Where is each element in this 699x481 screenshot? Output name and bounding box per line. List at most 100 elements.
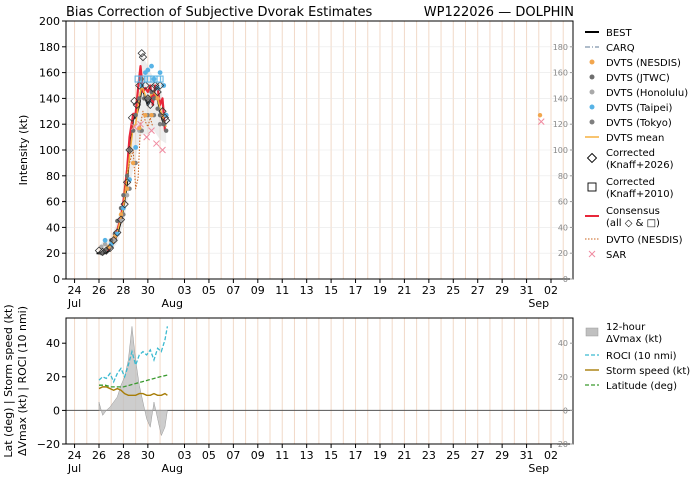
right-tick-label: 20: [558, 249, 568, 258]
bottom-right-tick-label: 40: [558, 339, 568, 348]
legend-entry-dvts_mean: DVTS mean: [585, 133, 664, 144]
top-x-tick-label: 24: [68, 284, 82, 297]
legend-label: SAR: [606, 250, 626, 261]
legend-label: Latitude (deg): [606, 381, 677, 392]
bottom-grid: [74, 318, 564, 444]
nesdis-point: [130, 160, 136, 166]
series-latitude-line: [98, 374, 168, 388]
legend-entry-carq: CARQ: [585, 43, 635, 54]
bottom-x-tick-label: 17: [349, 449, 363, 462]
taipei-point: [102, 237, 108, 243]
right-tick-label: 140: [553, 94, 568, 103]
bottom-x-tick-label: 29: [495, 449, 509, 462]
corrected-diamond-point: [113, 228, 122, 237]
y-tick-label: 180: [39, 41, 60, 54]
corrected-square-point: [156, 75, 164, 83]
taipei-point: [149, 63, 154, 69]
top-x-tick-label: 15: [324, 284, 338, 297]
bottom-y-tick-label: −20: [37, 438, 60, 451]
bottom-right-tick-label: 0: [563, 406, 568, 415]
y-tick-label: 60: [46, 196, 60, 209]
corrected-diamond-point: [158, 107, 167, 116]
taipei-point: [127, 177, 132, 183]
top-x-tick-label: 09: [251, 284, 265, 297]
corrected-diamond-point: [109, 236, 118, 245]
bottom-y-tick-label: 40: [46, 337, 60, 350]
bottom-month-label: Sep: [528, 462, 549, 475]
legend-label: DVTO (NESDIS): [606, 235, 683, 246]
jtwc-point: [155, 106, 160, 111]
corrected-diamond-point: [120, 200, 129, 209]
bottom-series: [66, 326, 573, 437]
top-series-points: [94, 49, 545, 257]
bottom-right-tick-label: −20: [551, 440, 568, 449]
sar-point: [143, 133, 150, 141]
jtwc-point: [151, 96, 157, 101]
top-x-tick-label: 31: [520, 284, 534, 297]
top-x-tick-label: 23: [422, 284, 436, 297]
corrected-diamond-point: [98, 247, 107, 257]
tokyo-point: [157, 122, 163, 127]
bottom-x-tick-label: 28: [116, 449, 130, 462]
top-y-axis: 0 20 40 60 80 100 120 140 160 180 200: [39, 15, 66, 286]
jtwc-point: [124, 173, 130, 178]
right-tick-label: 40: [558, 223, 568, 232]
bottom-y-tick-label: 0: [53, 404, 60, 417]
top-x-tick-label: 13: [300, 284, 314, 297]
legend-label-line2: ΔVmax (kt): [606, 334, 662, 345]
taipei-point: [157, 70, 163, 75]
top-x-tick-label: 21: [397, 284, 411, 297]
y-tick-label: 80: [46, 170, 60, 183]
nesdis-point: [118, 212, 124, 217]
top-x-tick-label: 11: [275, 284, 289, 297]
taipei-point: [121, 205, 126, 211]
y-tick-label: 120: [39, 118, 60, 131]
top-x-axis: 24 26 28 30 03 05 07 09 11 13 15 17 19 21 23 25 27 29 31 02…: [67, 279, 558, 310]
corrected-diamond-point: [105, 243, 115, 253]
top-x-tick-label: 25: [446, 284, 460, 297]
bottom-y-axis-label-line1: Lat (deg) | Storm speed (kt): [2, 304, 15, 457]
legend-label: BEST: [606, 28, 633, 39]
corrected-diamond-point: [135, 81, 144, 90]
delta-vmax-area: [98, 326, 168, 437]
chart-title: Bias Correction of Subjective Dvorak Est…: [66, 5, 373, 20]
corrected-diamond-point: [162, 116, 171, 125]
jtwc-point: [109, 238, 114, 243]
corrected-diamond-point: [141, 81, 150, 90]
bottom-x-tick-label: 19: [373, 449, 387, 462]
sar-point: [148, 127, 155, 135]
bottom-right-tick-label: 20: [558, 373, 568, 382]
right-tick-label: 60: [558, 198, 568, 207]
corrected-diamond-point: [102, 246, 111, 255]
corrected-diamond-point: [146, 100, 155, 110]
legend-entry-dvto: DVTO (NESDIS): [585, 235, 683, 246]
right-tick-label: 0: [563, 275, 568, 284]
top-x-tick-label: 30: [141, 284, 155, 297]
right-tick-label: 120: [553, 120, 568, 129]
bottom-right-axis: −20 0 20 40: [551, 339, 573, 449]
top-x-tick-label: 02: [544, 284, 558, 297]
dvts-range-band: [101, 53, 167, 256]
taipei-point: [114, 231, 120, 237]
legend-label: DVTS (JTWC): [606, 73, 670, 84]
right-tick-label: 160: [553, 69, 568, 78]
bottom-x-tick-label: 15: [324, 449, 338, 462]
dvts-envelope: [101, 53, 167, 256]
jtwc-point: [137, 96, 142, 101]
taipei-point: [145, 67, 151, 73]
corrected-diamond-point: [116, 215, 126, 224]
corrected-diamond-point: [153, 87, 162, 97]
jtwc-point: [139, 76, 144, 82]
y-tick-label: 200: [39, 15, 60, 28]
bottom-month-label: Jul: [67, 462, 81, 475]
bottom-x-tick-label: 13: [300, 449, 314, 462]
bottom-y-axis-label-line2: ΔVmax (kt) | ROCI (10 nmi): [16, 306, 29, 456]
top-x-tick-label: 27: [471, 284, 485, 297]
bottom-x-tick-label: 03: [178, 449, 192, 462]
top-month-label: Aug: [162, 297, 183, 310]
sar-point: [137, 120, 144, 128]
top-x-tick-label: 29: [495, 284, 509, 297]
